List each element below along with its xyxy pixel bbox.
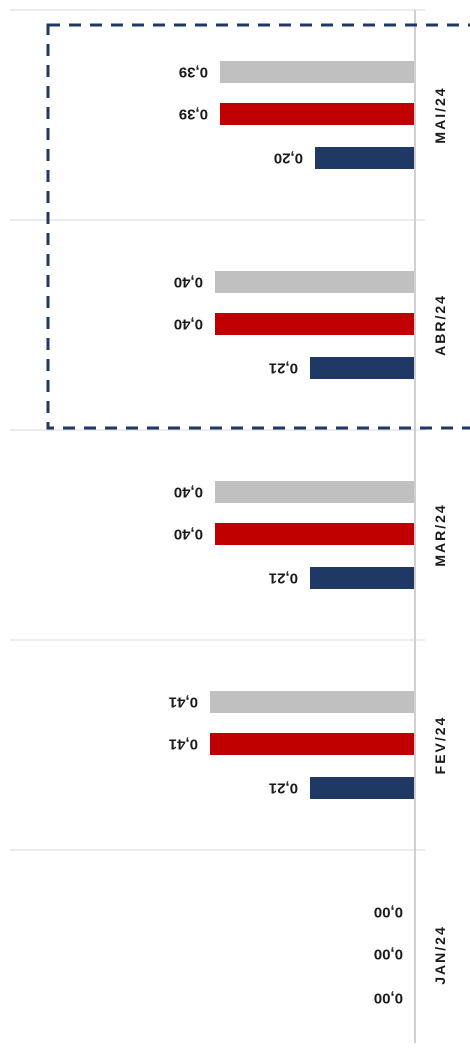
- value-label: 0,39: [179, 64, 208, 81]
- bar: [215, 313, 415, 335]
- value-label: 0,41: [169, 736, 198, 753]
- value-label: 0,41: [169, 694, 198, 711]
- bar: [215, 523, 415, 545]
- value-label: 0,21: [269, 780, 298, 797]
- bar: [215, 271, 415, 293]
- value-label: 0,00: [374, 990, 403, 1007]
- value-label: 0,40: [174, 274, 203, 291]
- category-label: ABR/24: [432, 294, 448, 356]
- bar: [310, 777, 415, 799]
- bar: [310, 567, 415, 589]
- bar: [210, 733, 415, 755]
- value-label: 0,21: [269, 570, 298, 587]
- value-label: 0,40: [174, 526, 203, 543]
- bar: [210, 691, 415, 713]
- value-label: 0,21: [269, 360, 298, 377]
- value-label: 0,40: [174, 316, 203, 333]
- category-label: JAN/24: [432, 925, 448, 984]
- category-separators: [10, 9, 425, 851]
- value-label: 0,39: [179, 106, 208, 123]
- value-label: 0,20: [274, 150, 303, 167]
- category-label: MAR/24: [432, 503, 448, 566]
- bar: [220, 103, 415, 125]
- bar: [315, 147, 415, 169]
- bar: [220, 61, 415, 83]
- highlight-box: [46, 23, 470, 430]
- value-label: 0,40: [174, 484, 203, 501]
- category-label: FEV/24: [432, 716, 448, 775]
- value-label: 0,00: [374, 946, 403, 963]
- category-labels-group: MAI/24 ABR/24 MAR/24 FEV/24 JAN/24: [432, 86, 448, 984]
- bars-group: [210, 61, 415, 799]
- value-label: 0,00: [374, 904, 403, 921]
- bar: [310, 357, 415, 379]
- value-labels-group: 0,39 0,39 0,20 0,40 0,40 0,21 0,40 0,40 0,21 0,41…: [169, 64, 403, 1007]
- category-label: MAI/24: [432, 86, 448, 143]
- bar: [215, 481, 415, 503]
